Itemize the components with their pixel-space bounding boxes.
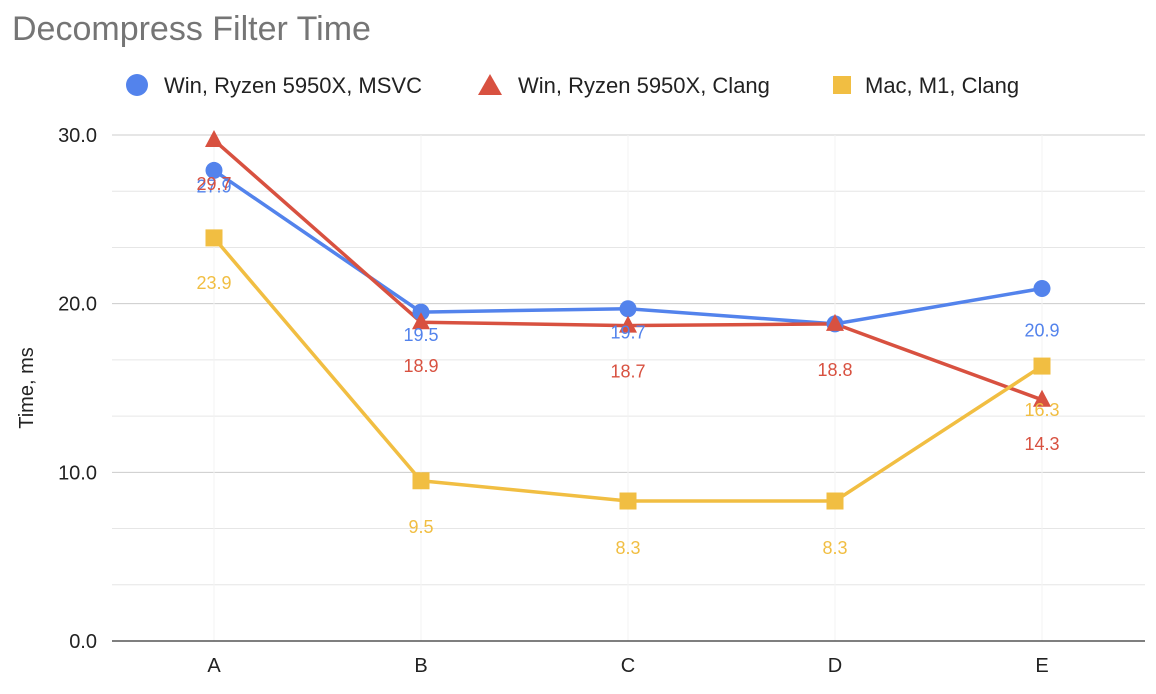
y-tick-label: 10.0 bbox=[58, 462, 97, 484]
data-point-square bbox=[412, 472, 430, 490]
data-label: 9.5 bbox=[408, 517, 433, 537]
data-label: 18.9 bbox=[403, 356, 438, 376]
data-point-circle bbox=[619, 300, 637, 318]
y-tick-label: 0.0 bbox=[69, 631, 97, 653]
data-label: 18.7 bbox=[610, 362, 645, 382]
legend: Win, Ryzen 5950X, MSVC Win, Ryzen 5950X,… bbox=[126, 73, 1019, 98]
legend-marker-square bbox=[833, 76, 851, 94]
data-point-square bbox=[826, 492, 844, 510]
x-axis-ticks: A B C D E bbox=[207, 655, 1048, 677]
y-axis-title: Time, ms bbox=[16, 347, 38, 428]
data-label: 8.3 bbox=[615, 538, 640, 558]
data-label: 16.3 bbox=[1024, 400, 1059, 420]
y-tick-label: 30.0 bbox=[58, 125, 97, 147]
data-point-square bbox=[1033, 357, 1051, 375]
series-layer bbox=[205, 130, 1051, 510]
data-label: 23.9 bbox=[196, 273, 231, 293]
data-point-circle bbox=[1033, 279, 1051, 297]
y-axis-ticks: 0.0 10.0 20.0 30.0 bbox=[58, 125, 97, 653]
data-label: 20.9 bbox=[1024, 320, 1059, 340]
x-tick-label: E bbox=[1035, 655, 1048, 677]
legend-marker-triangle bbox=[478, 74, 502, 95]
data-point-triangle bbox=[826, 313, 844, 331]
x-tick-label: B bbox=[414, 655, 427, 677]
data-labels: 27.9 19.5 19.7 20.9 29.7 18.9 18.7 18.8 14.3 23.9… bbox=[196, 174, 1059, 558]
legend-label: Win, Ryzen 5950X, Clang bbox=[518, 73, 770, 98]
y-tick-label: 20.0 bbox=[58, 294, 97, 316]
x-tick-label: D bbox=[828, 655, 842, 677]
data-label: 27.9 bbox=[196, 176, 231, 196]
data-point-triangle bbox=[619, 315, 637, 333]
data-label: 19.5 bbox=[403, 325, 438, 345]
data-point-square bbox=[619, 492, 637, 510]
x-tick-label: C bbox=[621, 655, 635, 677]
legend-label: Mac, M1, Clang bbox=[865, 73, 1019, 98]
data-label: 19.7 bbox=[610, 323, 645, 343]
data-point-triangle bbox=[205, 130, 223, 148]
data-point-circle bbox=[205, 161, 223, 179]
data-label: 29.7 bbox=[196, 174, 231, 194]
legend-label: Win, Ryzen 5950X, MSVC bbox=[164, 73, 422, 98]
data-label: 8.3 bbox=[822, 538, 847, 558]
data-point-circle bbox=[412, 303, 430, 321]
data-point-square bbox=[205, 229, 223, 247]
data-label: 14.3 bbox=[1024, 434, 1059, 454]
legend-marker-circle bbox=[126, 74, 148, 96]
x-tick-label: A bbox=[207, 655, 221, 677]
data-point-triangle bbox=[1033, 389, 1051, 407]
data-label: 18.8 bbox=[817, 360, 852, 380]
gridlines bbox=[112, 134, 1145, 642]
chart-title: Decompress Filter Time bbox=[12, 10, 371, 48]
data-point-triangle bbox=[412, 312, 430, 330]
